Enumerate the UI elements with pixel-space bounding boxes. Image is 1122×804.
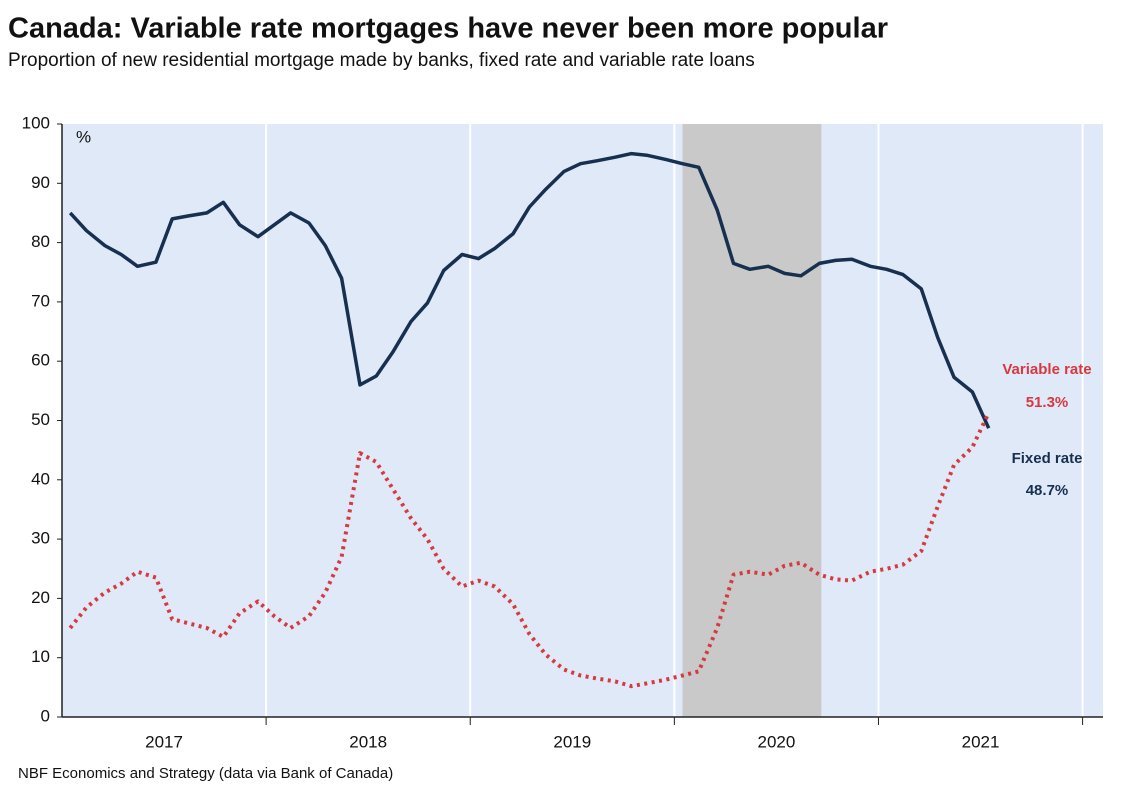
y-tick-label: 80 bbox=[31, 232, 50, 251]
series-line bbox=[68, 411, 991, 689]
y-tick-label: 40 bbox=[31, 469, 50, 488]
series-line bbox=[68, 151, 991, 429]
chart-subtitle: Proportion of new residential mortgage m… bbox=[8, 50, 755, 71]
y-tick-label: 60 bbox=[31, 351, 50, 370]
x-tick-label: 2017 bbox=[145, 732, 183, 751]
y-tick-label: 10 bbox=[31, 647, 50, 666]
source: NBF Economics and Strategy (data via Ban… bbox=[18, 765, 393, 782]
y-tick-label: 50 bbox=[31, 410, 50, 429]
x-tick-label: 2020 bbox=[757, 732, 795, 751]
x-tick-label: 2019 bbox=[553, 732, 591, 751]
shaded-period bbox=[682, 124, 822, 717]
y-axis-label: % bbox=[76, 127, 91, 146]
x-tick-label: 2021 bbox=[962, 732, 1000, 751]
y-tick-label: 90 bbox=[31, 173, 50, 192]
plot-area bbox=[62, 124, 1103, 717]
y-tick-label: 100 bbox=[22, 113, 50, 132]
data-label: 48.7% bbox=[1026, 482, 1069, 499]
chart-title: Canada: Variable rate mortgages have nev… bbox=[8, 13, 888, 45]
data-label: 51.3% bbox=[1026, 394, 1069, 411]
y-tick-label: 70 bbox=[31, 291, 50, 310]
y-tick-label: 20 bbox=[31, 588, 50, 607]
annotation: Fixed rate bbox=[1012, 450, 1083, 467]
x-tick-label: 2018 bbox=[349, 732, 387, 751]
annotation: Variable rate bbox=[1002, 361, 1091, 378]
y-tick-label: 0 bbox=[41, 706, 50, 725]
y-tick-label: 30 bbox=[31, 529, 50, 548]
